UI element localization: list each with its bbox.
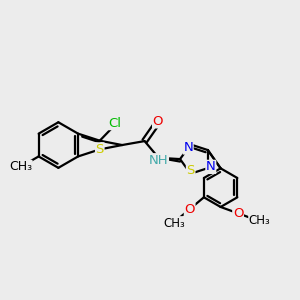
Text: S: S xyxy=(187,164,195,177)
Text: O: O xyxy=(233,207,243,220)
Text: CH₃: CH₃ xyxy=(249,214,271,226)
Text: O: O xyxy=(153,115,163,128)
Text: S: S xyxy=(96,143,104,156)
Text: NH: NH xyxy=(149,154,168,167)
Text: N: N xyxy=(206,160,216,173)
Text: CH₃: CH₃ xyxy=(9,160,32,173)
Text: O: O xyxy=(184,203,195,216)
Text: Cl: Cl xyxy=(108,117,121,130)
Text: N: N xyxy=(183,141,193,154)
Text: CH₃: CH₃ xyxy=(164,217,185,230)
